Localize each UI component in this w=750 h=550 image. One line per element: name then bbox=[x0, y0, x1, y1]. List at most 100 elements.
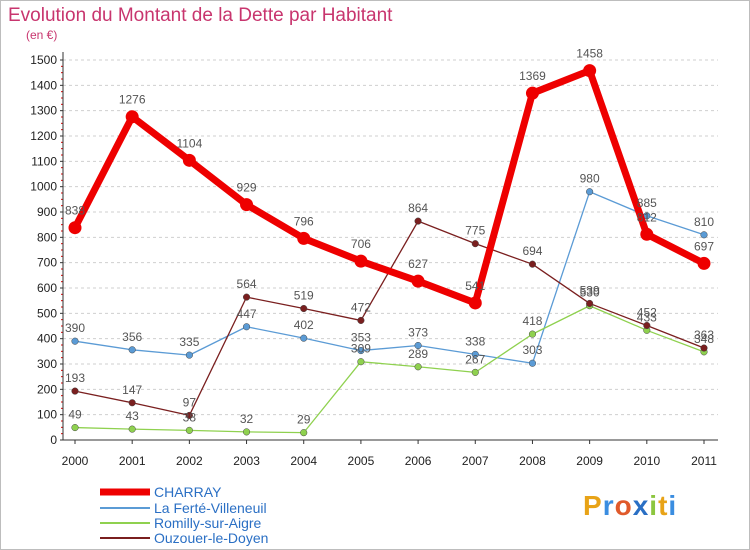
y-tick-label-800: 800 bbox=[37, 230, 57, 244]
x-tick-label-2010: 2010 bbox=[633, 454, 660, 468]
data-label-3-7: 775 bbox=[465, 224, 485, 238]
series-point-2-4 bbox=[300, 429, 308, 437]
data-label-2-4: 29 bbox=[297, 413, 311, 427]
data-label-3-8: 694 bbox=[522, 244, 542, 258]
series-point-0-7 bbox=[468, 296, 482, 310]
data-label-3-10: 452 bbox=[637, 305, 657, 319]
logo-letter: t bbox=[658, 490, 669, 521]
y-tick-label-600: 600 bbox=[37, 281, 57, 295]
data-label-1-1: 356 bbox=[122, 330, 142, 344]
series-point-2-6 bbox=[414, 363, 422, 371]
series-point-3-0 bbox=[71, 387, 79, 395]
data-label-0-9: 1458 bbox=[576, 47, 603, 61]
y-tick-label-1400: 1400 bbox=[30, 78, 57, 92]
data-label-2-7: 267 bbox=[465, 352, 485, 366]
series-point-1-6 bbox=[414, 341, 422, 350]
proxiti-logo: Proxiti bbox=[583, 490, 677, 522]
series-point-2-0 bbox=[71, 424, 79, 432]
series-point-3-9 bbox=[586, 299, 594, 308]
data-label-3-11: 363 bbox=[694, 328, 714, 342]
y-tick-label-1100: 1100 bbox=[31, 154, 57, 168]
y-tick-label-500: 500 bbox=[37, 306, 57, 320]
x-tick-label-2007: 2007 bbox=[462, 454, 489, 468]
x-tick-label-2006: 2006 bbox=[405, 454, 432, 468]
y-tick-label-1200: 1200 bbox=[30, 129, 57, 143]
logo-letter: i bbox=[649, 490, 659, 521]
series-point-0-4 bbox=[297, 231, 311, 245]
y-tick-label-0: 0 bbox=[50, 433, 57, 447]
data-label-0-2: 1104 bbox=[176, 136, 202, 150]
data-label-0-11: 697 bbox=[694, 239, 714, 253]
data-label-3-3: 564 bbox=[237, 277, 257, 291]
series-point-2-8 bbox=[528, 330, 537, 338]
data-label-2-11: 348 bbox=[694, 332, 714, 346]
data-label-1-10: 885 bbox=[637, 196, 657, 210]
x-tick-label-2011: 2011 bbox=[691, 454, 717, 468]
y-tick-label-400: 400 bbox=[37, 332, 57, 346]
data-label-1-8: 303 bbox=[522, 343, 542, 357]
legend-label-2: Romilly-sur-Aigre bbox=[154, 515, 262, 531]
series-point-3-1 bbox=[128, 399, 136, 407]
data-label-0-8: 1369 bbox=[519, 69, 546, 83]
series-point-1-11 bbox=[700, 231, 708, 239]
y-tick-label-1000: 1000 bbox=[30, 180, 57, 194]
data-label-1-5: 353 bbox=[351, 331, 371, 345]
series-point-0-10 bbox=[640, 227, 654, 241]
data-label-3-5: 472 bbox=[351, 300, 371, 314]
series-point-2-3 bbox=[242, 428, 251, 436]
data-label-0-0: 838 bbox=[65, 204, 85, 218]
logo-letter: r bbox=[602, 490, 615, 521]
data-label-0-3: 929 bbox=[237, 181, 257, 195]
x-tick-label-2001: 2001 bbox=[119, 454, 146, 468]
x-tick-label-2002: 2002 bbox=[176, 454, 203, 468]
data-label-1-6: 373 bbox=[408, 326, 428, 340]
data-label-2-5: 309 bbox=[351, 342, 371, 356]
series-point-3-3 bbox=[242, 293, 251, 301]
legend-label-3: Ouzouer-le-Doyen bbox=[154, 530, 268, 546]
x-tick-label-2005: 2005 bbox=[348, 454, 375, 468]
series-line-2 bbox=[74, 305, 705, 434]
logo-letter: o bbox=[614, 490, 633, 521]
data-label-1-2: 335 bbox=[179, 335, 199, 349]
series-point-1-0 bbox=[71, 337, 79, 345]
series-point-1-3 bbox=[242, 323, 251, 331]
y-tick-label-100: 100 bbox=[37, 408, 57, 422]
data-label-3-6: 864 bbox=[408, 201, 428, 215]
series-point-1-8 bbox=[528, 359, 537, 367]
series-point-3-4 bbox=[300, 304, 308, 313]
data-label-2-3: 32 bbox=[240, 412, 254, 426]
data-labels: 390 356 335 447 402 353 373 338 303 980 885 810 49 43… bbox=[65, 47, 714, 427]
data-label-2-1: 43 bbox=[126, 409, 140, 423]
series-point-0-0 bbox=[68, 221, 82, 235]
data-label-3-9: 539 bbox=[580, 283, 600, 297]
legend-label-1: La Ferté-Villeneuil bbox=[154, 500, 267, 516]
series-line-3 bbox=[74, 220, 705, 417]
data-label-0-5: 706 bbox=[351, 237, 371, 251]
data-label-3-4: 519 bbox=[294, 289, 314, 303]
series-point-0-8 bbox=[525, 86, 539, 100]
data-label-0-7: 541 bbox=[465, 279, 485, 293]
chart-title: Evolution du Montant de la Dette par Hab… bbox=[8, 5, 393, 26]
x-tick-label-2000: 2000 bbox=[62, 454, 89, 468]
axes: 0 100 200 300 400 500 600 700 800 900 1000 1100 1200… bbox=[30, 52, 718, 468]
y-tick-label-200: 200 bbox=[37, 382, 57, 396]
chart-unit: (en €) bbox=[26, 28, 57, 42]
series-point-3-6 bbox=[414, 217, 422, 225]
data-label-1-9: 980 bbox=[580, 172, 600, 186]
series-point-0-9 bbox=[583, 64, 597, 78]
series-point-3-11 bbox=[700, 344, 708, 352]
y-tick-label-300: 300 bbox=[37, 357, 57, 371]
series-point-0-5 bbox=[354, 254, 368, 268]
data-label-0-10: 812 bbox=[637, 210, 657, 224]
series-point-3-5 bbox=[357, 316, 365, 324]
series-point-0-11 bbox=[697, 256, 711, 270]
series-point-3-8 bbox=[528, 260, 537, 268]
x-tick-label-2008: 2008 bbox=[519, 454, 546, 468]
y-tick-label-700: 700 bbox=[37, 256, 57, 270]
x-tick-label-2009: 2009 bbox=[576, 454, 603, 468]
data-label-1-3: 447 bbox=[237, 307, 257, 321]
logo-letter: i bbox=[668, 490, 678, 521]
